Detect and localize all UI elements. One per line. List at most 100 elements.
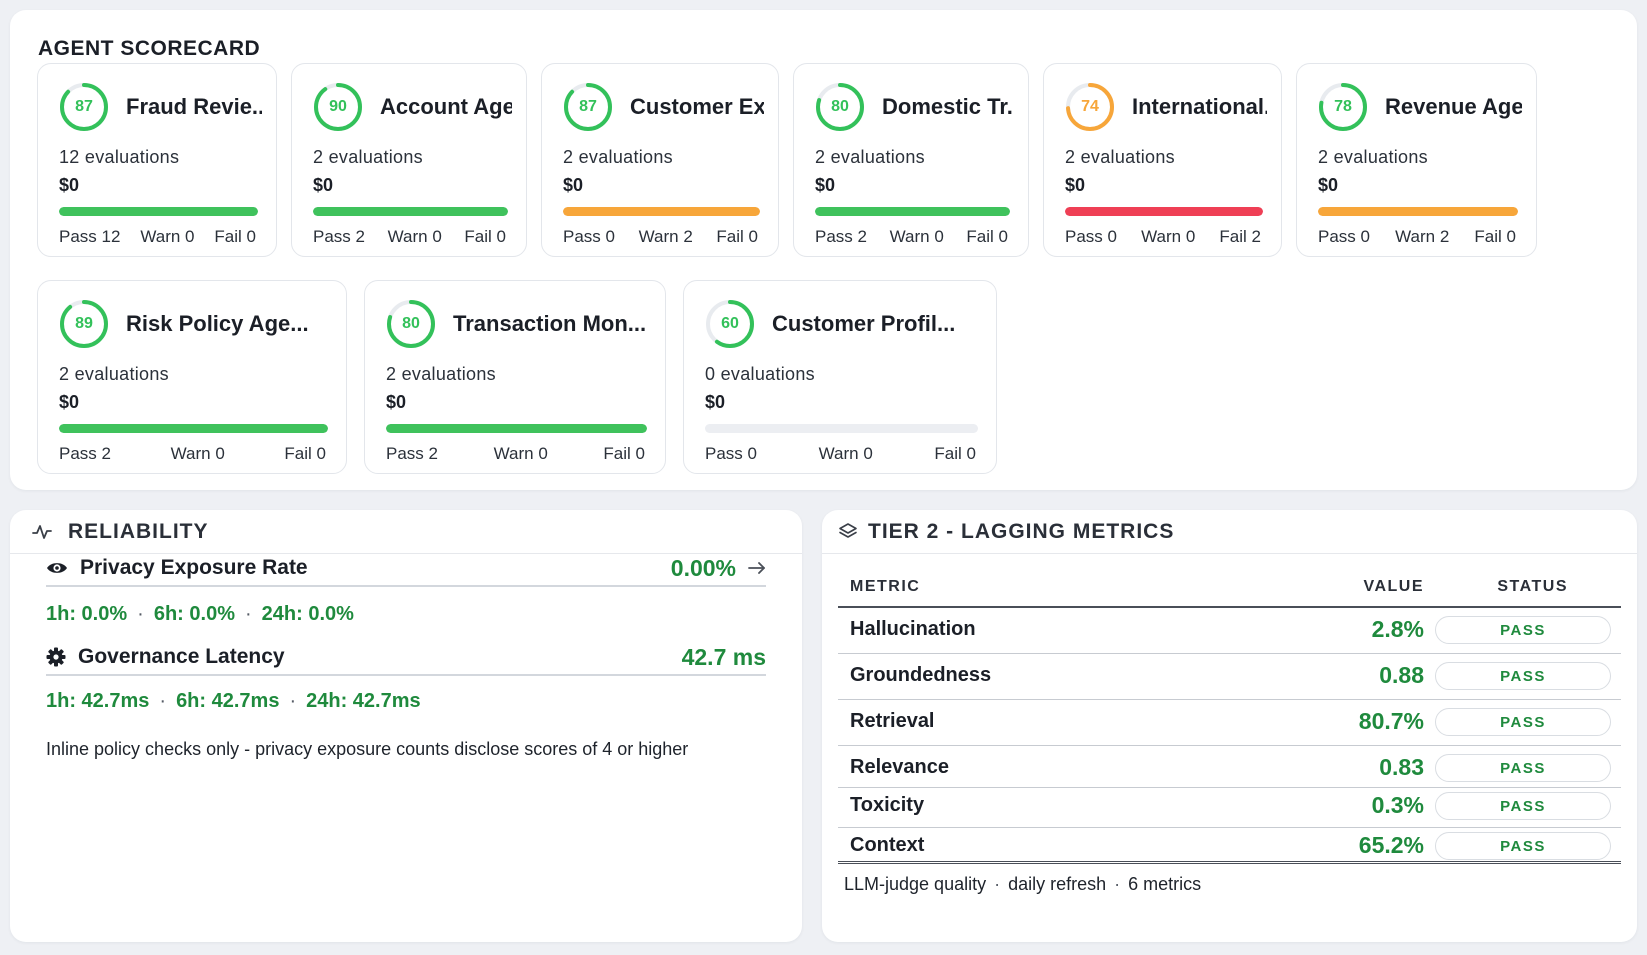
score-ring-graphic: [60, 300, 108, 348]
scorecard-title: AGENT SCORECARD: [38, 37, 261, 60]
agent-card-header: 78 Revenue Age...: [1317, 80, 1522, 134]
agent-pass-count: Pass 2: [313, 227, 365, 246]
governance-latency-row: Governance Latency 42.7 ms: [46, 640, 766, 676]
agent-score: 87: [75, 98, 93, 115]
agent-score: 60: [721, 315, 739, 332]
privacy-exposure-windows: 1h: 0.0% · 6h: 0.0% · 24h: 0.0%: [46, 603, 354, 625]
privacy-exposure-value: 0.00%: [670, 554, 736, 581]
agent-evaluations: 2 evaluations: [563, 147, 673, 167]
score-ring-graphic: [816, 83, 864, 131]
tier2-title: TIER 2 - LAGGING METRICS: [868, 519, 1175, 543]
agent-name: Domestic Tr...: [882, 94, 1014, 119]
metric-row[interactable]: Retrieval 80.7% PASS: [838, 700, 1621, 746]
governance-latency-label: Governance Latency: [78, 645, 285, 668]
metric-row[interactable]: Hallucination 2.8% PASS: [838, 608, 1621, 654]
privacy-1h: 1h: 0.0%: [46, 603, 128, 625]
agent-cost: $0: [563, 175, 584, 195]
metric-value: 2.8%: [1371, 616, 1424, 642]
agent-result-bar: [59, 424, 328, 433]
metric-value: 80.7%: [1358, 708, 1424, 734]
agent-warn-count: Warn 0: [387, 227, 442, 246]
metric-row[interactable]: Context 65.2% PASS: [838, 828, 1621, 861]
agent-pass-count: Pass 0: [1318, 227, 1370, 246]
agent-evaluations: 12 evaluations: [59, 147, 180, 167]
metric-row[interactable]: Relevance 0.83 PASS: [838, 746, 1621, 788]
agent-card-header: 80 Transaction Mon...: [385, 297, 651, 351]
agent-card[interactable]: 80 Domestic Tr... 2 evaluations $0 Pass 2 War…: [793, 63, 1029, 257]
agent-evaluations: 2 evaluations: [815, 147, 925, 167]
agent-result-bar: [815, 207, 1010, 216]
agent-card[interactable]: 78 Revenue Age... 2 evaluations $0 Pass 0 War…: [1296, 63, 1537, 257]
tier2-lagging-metrics-panel: TIER 2 - LAGGING METRICS METRIC VALUE ST…: [822, 510, 1637, 942]
agent-card[interactable]: 74 International... 2 evaluations $0 Pass 0 W…: [1043, 63, 1282, 257]
agent-result-counts: Pass 2 Warn 0 Fail 0: [815, 227, 1008, 247]
privacy-exposure-row[interactable]: Privacy Exposure Rate 0.00%: [46, 551, 766, 587]
score-ring-graphic: [1066, 83, 1114, 131]
metric-name: Hallucination: [850, 618, 976, 640]
agent-score-ring: 90: [312, 81, 364, 133]
agent-result-counts: Pass 0 Warn 0 Fail 2: [1065, 227, 1261, 247]
arrow-right-icon[interactable]: [748, 561, 766, 575]
agent-score: 80: [831, 98, 849, 115]
latency-6h: 6h: 42.7ms: [176, 690, 280, 712]
tier2-header: TIER 2 - LAGGING METRICS: [822, 510, 1637, 554]
agent-score-ring: 89: [58, 298, 110, 350]
agent-name: Fraud Revie...: [126, 94, 262, 119]
agent-card[interactable]: 89 Risk Policy Age... 2 evaluations $0 Pass …: [37, 280, 347, 474]
agent-card[interactable]: 87 Fraud Revie... 12 evaluations $0 Pass 12 W…: [37, 63, 277, 257]
latency-1h: 1h: 42.7ms: [46, 690, 150, 712]
agent-result-bar: [313, 207, 508, 216]
agent-result-counts: Pass 0 Warn 2 Fail 0: [563, 227, 758, 247]
agent-score-ring: 87: [562, 81, 614, 133]
agent-card[interactable]: 87 Customer Ex... 2 evaluations $0 Pass 0 War…: [541, 63, 779, 257]
agent-pass-count: Pass 0: [705, 444, 757, 463]
metric-name: Groundedness: [850, 664, 992, 686]
agent-result-counts: Pass 12 Warn 0 Fail 0: [59, 227, 256, 247]
agent-card-header: 74 International...: [1064, 80, 1267, 134]
agent-result-bar: [563, 207, 760, 216]
agent-cost: $0: [313, 175, 334, 195]
agent-evaluations: 2 evaluations: [1065, 147, 1175, 167]
tier2-footer: LLM-judge quality · daily refresh · 6 metric…: [844, 874, 1202, 894]
agent-warn-count: Warn 0: [889, 227, 944, 246]
agent-cost: $0: [386, 392, 407, 412]
metric-row[interactable]: Groundedness 0.88 PASS: [838, 654, 1621, 700]
agent-pass-count: Pass 12: [59, 227, 121, 246]
eye-icon: [46, 560, 68, 576]
agent-card-header: 89 Risk Policy Age...: [58, 297, 332, 351]
agent-card[interactable]: 80 Transaction Mon... 2 evaluations $0 Pass …: [364, 280, 666, 474]
agent-warn-count: Warn 0: [140, 227, 195, 246]
agent-cost: $0: [1065, 175, 1086, 195]
agent-result-bar: [386, 424, 647, 433]
agent-score: 90: [329, 98, 347, 115]
agent-card[interactable]: 90 Account Agent 2 evaluations $0 Pass 2 Warn…: [291, 63, 527, 257]
agent-evaluations: 2 evaluations: [59, 364, 169, 384]
agent-result-bar-fill: [386, 424, 647, 433]
agent-warn-count: Warn 0: [170, 444, 225, 463]
agent-result-bar-fill: [313, 207, 508, 216]
agent-warn-count: Warn 2: [638, 227, 693, 246]
metric-value: 65.2%: [1358, 832, 1424, 858]
agent-cost: $0: [1318, 175, 1339, 195]
agent-score: 87: [579, 98, 597, 115]
agent-name: Transaction Mon...: [453, 311, 647, 336]
agent-result-counts: Pass 2 Warn 0 Fail 0: [59, 444, 326, 464]
agent-result-bar: [59, 207, 258, 216]
agent-name: International...: [1132, 94, 1267, 119]
status-badge: PASS: [1435, 662, 1611, 690]
table-header-divider: [838, 606, 1621, 608]
agent-card-header: 87 Customer Ex...: [562, 80, 764, 134]
score-ring-graphic: [1319, 83, 1367, 131]
score-ring-graphic: [314, 83, 362, 131]
agent-score-ring: 80: [385, 298, 437, 350]
gear-icon: [46, 647, 66, 667]
latency-24h: 24h: 42.7ms: [306, 690, 421, 712]
agent-card[interactable]: 60 Customer Profil... 0 evaluations $0 Pass …: [683, 280, 997, 474]
metric-row[interactable]: Toxicity 0.3% PASS: [838, 788, 1621, 828]
column-header-value: VALUE: [1363, 578, 1424, 595]
agent-result-bar: [1318, 207, 1518, 216]
metric-value: 0.88: [1379, 662, 1424, 688]
agent-fail-count: Fail 0: [284, 444, 326, 463]
agent-cost: $0: [705, 392, 726, 412]
agent-score: 78: [1334, 98, 1352, 115]
